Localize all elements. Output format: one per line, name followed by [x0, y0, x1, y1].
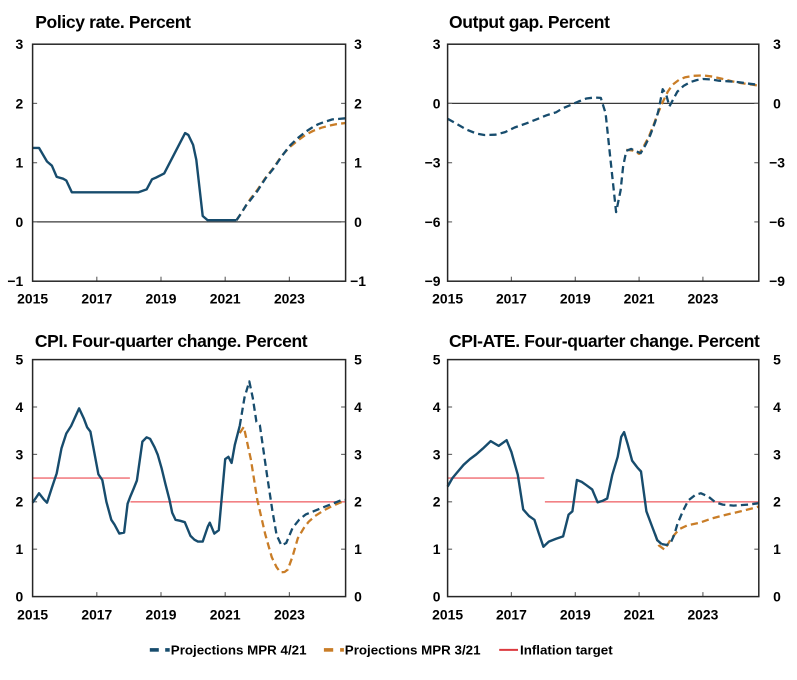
svg-text:2017: 2017 — [496, 606, 527, 622]
svg-text:2021: 2021 — [210, 606, 241, 622]
svg-text:CPI. Four-quarter change. Perc: CPI. Four-quarter change. Percent — [35, 331, 308, 351]
svg-text:4: 4 — [773, 399, 781, 415]
svg-text:2015: 2015 — [432, 290, 463, 306]
svg-text:3: 3 — [433, 36, 441, 52]
svg-text:0: 0 — [433, 589, 441, 605]
svg-text:−6: −6 — [425, 214, 441, 230]
svg-text:0: 0 — [773, 95, 781, 111]
svg-text:2021: 2021 — [624, 290, 655, 306]
svg-text:5: 5 — [773, 352, 781, 368]
svg-text:−3: −3 — [769, 155, 785, 171]
svg-text:−9: −9 — [425, 273, 441, 289]
svg-text:2017: 2017 — [496, 290, 527, 306]
svg-text:2015: 2015 — [432, 606, 463, 622]
svg-text:1: 1 — [354, 155, 362, 171]
svg-text:3: 3 — [354, 36, 362, 52]
svg-text:4: 4 — [433, 399, 441, 415]
svg-text:Policy rate. Percent: Policy rate. Percent — [35, 12, 191, 32]
svg-text:Projections MPR 3/21: Projections MPR 3/21 — [345, 642, 481, 657]
svg-text:Inflation target: Inflation target — [520, 642, 613, 657]
svg-text:2017: 2017 — [81, 290, 112, 306]
svg-text:2017: 2017 — [81, 606, 112, 622]
svg-text:1: 1 — [15, 155, 23, 171]
svg-text:3: 3 — [433, 446, 441, 462]
svg-text:2015: 2015 — [17, 290, 48, 306]
svg-text:2023: 2023 — [274, 290, 305, 306]
svg-text:2: 2 — [433, 494, 441, 510]
svg-text:2: 2 — [15, 494, 23, 510]
svg-text:1: 1 — [433, 541, 441, 557]
svg-text:5: 5 — [433, 352, 441, 368]
svg-text:−6: −6 — [769, 214, 785, 230]
svg-text:CPI-ATE. Four-quarter change.: CPI-ATE. Four-quarter change. Percent — [449, 331, 760, 351]
svg-text:3: 3 — [15, 36, 23, 52]
svg-text:0: 0 — [15, 589, 23, 605]
svg-text:−1: −1 — [7, 273, 23, 289]
svg-text:0: 0 — [354, 589, 362, 605]
svg-text:4: 4 — [354, 399, 362, 415]
svg-text:2021: 2021 — [210, 290, 241, 306]
svg-text:5: 5 — [354, 352, 362, 368]
svg-text:3: 3 — [354, 446, 362, 462]
svg-text:0: 0 — [15, 214, 23, 230]
svg-text:1: 1 — [773, 541, 781, 557]
svg-text:2: 2 — [354, 494, 362, 510]
svg-text:5: 5 — [15, 352, 23, 368]
svg-text:Output gap. Percent: Output gap. Percent — [449, 12, 610, 32]
svg-text:2019: 2019 — [146, 606, 177, 622]
svg-text:−9: −9 — [769, 273, 785, 289]
svg-text:0: 0 — [773, 589, 781, 605]
svg-text:2021: 2021 — [624, 606, 655, 622]
svg-text:2019: 2019 — [560, 290, 591, 306]
svg-text:Projections MPR 4/21: Projections MPR 4/21 — [171, 642, 307, 657]
svg-text:2: 2 — [354, 95, 362, 111]
svg-text:3: 3 — [773, 446, 781, 462]
svg-text:2023: 2023 — [687, 606, 718, 622]
svg-text:4: 4 — [15, 399, 23, 415]
svg-text:1: 1 — [15, 541, 23, 557]
svg-text:2019: 2019 — [560, 606, 591, 622]
svg-text:2: 2 — [15, 95, 23, 111]
svg-text:3: 3 — [15, 446, 23, 462]
svg-text:−3: −3 — [425, 155, 441, 171]
svg-text:0: 0 — [354, 214, 362, 230]
svg-text:2: 2 — [773, 494, 781, 510]
svg-text:2019: 2019 — [146, 290, 177, 306]
svg-text:2015: 2015 — [17, 606, 48, 622]
svg-text:3: 3 — [773, 36, 781, 52]
svg-text:−1: −1 — [350, 273, 366, 289]
svg-text:2023: 2023 — [687, 290, 718, 306]
svg-text:2023: 2023 — [274, 606, 305, 622]
svg-text:1: 1 — [354, 541, 362, 557]
svg-text:0: 0 — [433, 95, 441, 111]
